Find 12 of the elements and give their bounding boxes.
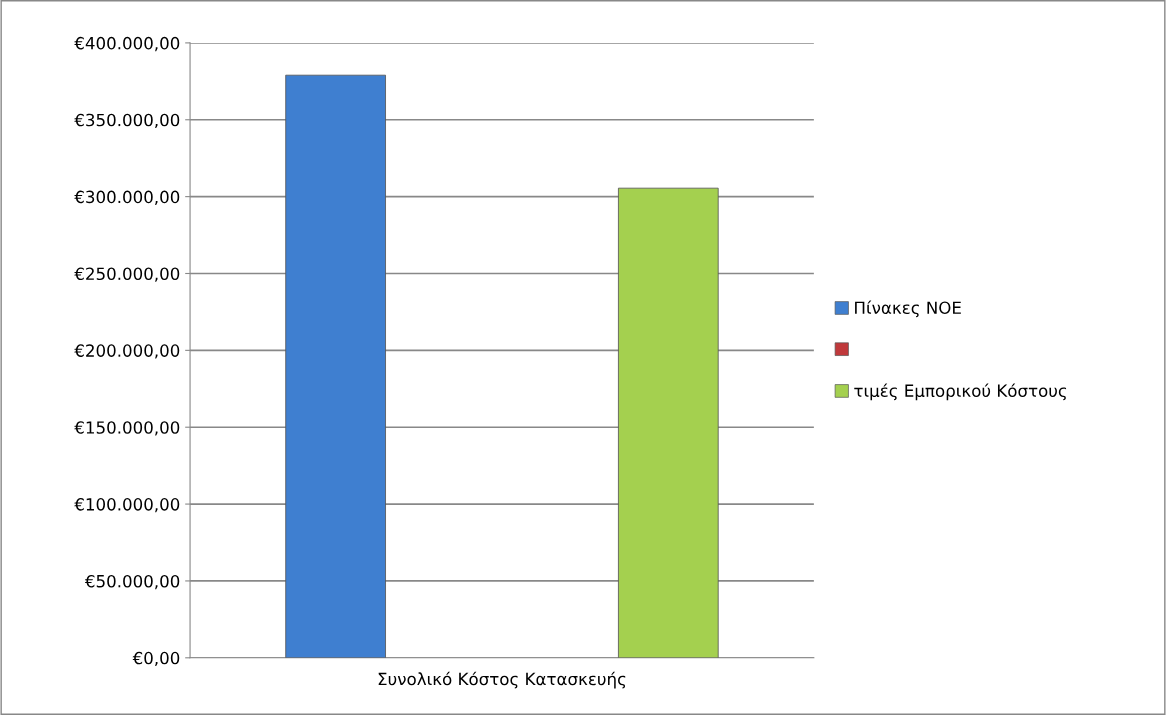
x-tick-label: Συνολικό Κόστος Κατασκευής xyxy=(378,671,626,689)
y-tick-label: €200.000,00 xyxy=(74,344,180,359)
legend-label: τιμές Εμπορικού Κόστους xyxy=(854,383,1067,401)
y-tick-label: €150.000,00 xyxy=(74,421,180,436)
y-tick-label: €0,00 xyxy=(132,651,180,667)
y-tick-label: €250.000,00 xyxy=(74,267,180,282)
legend-label: Πίνακες ΝΟΕ xyxy=(855,300,961,318)
y-tick-label: €300.000,00 xyxy=(74,190,180,205)
y-tick-label: €100.000,00 xyxy=(74,498,180,513)
y-tick-label: €400.000,00 xyxy=(74,36,180,52)
y-tick-label: €350.000,00 xyxy=(74,113,180,129)
y-tick-label: €50.000,00 xyxy=(84,574,180,590)
